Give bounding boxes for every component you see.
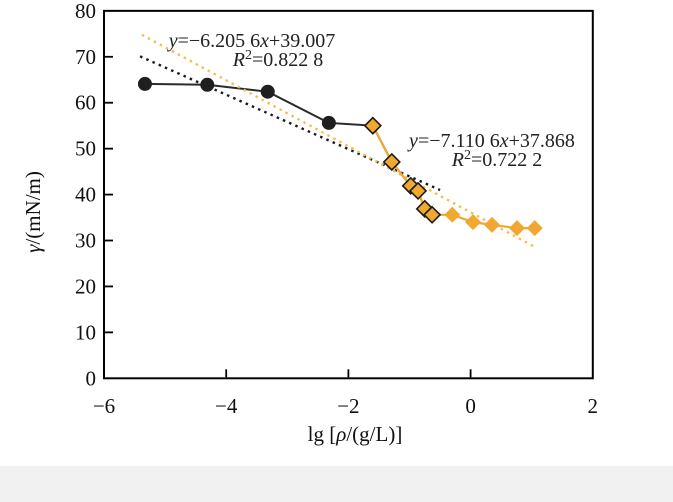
svg-text:60: 60 (75, 91, 96, 115)
equation-2: y=−7.110 6x+37.868 (407, 130, 575, 152)
equation-1-r2: R2=0.822 8 (232, 48, 324, 71)
svg-text:0: 0 (86, 366, 97, 390)
svg-text:−6: −6 (93, 394, 115, 418)
svg-text:50: 50 (75, 137, 96, 161)
svg-text:−4: −4 (215, 394, 238, 418)
equation-1: y=−6.205 6x+39.007 (167, 30, 336, 52)
series-layer (137, 33, 543, 248)
svg-text:0: 0 (465, 394, 476, 418)
plot-axes: 0 10 20 30 40 50 60 70 80 −6 −4 −2 0 2 (75, 0, 598, 418)
x-axis-title: lg [ρ/(g/L)] (308, 422, 403, 446)
svg-text:80: 80 (75, 0, 96, 23)
svg-text:70: 70 (75, 45, 96, 69)
surface-tension-chart: 0 10 20 30 40 50 60 70 80 −6 −4 −2 0 2 y=−6.205 6x+39… (21, 0, 598, 446)
svg-text:10: 10 (75, 320, 96, 344)
equation-2-r2: R2=0.722 2 (451, 148, 543, 171)
svg-text:30: 30 (75, 229, 96, 253)
y-axis-title: γ/(mN/m) (21, 171, 45, 253)
svg-text:−2: −2 (337, 394, 359, 418)
svg-text:20: 20 (75, 274, 96, 298)
caption-band: 图1 不同质量浓度三七根提取物的表面张力曲线 上海谓教 (0, 466, 673, 502)
svg-text:2: 2 (588, 394, 599, 418)
svg-text:40: 40 (75, 183, 96, 207)
